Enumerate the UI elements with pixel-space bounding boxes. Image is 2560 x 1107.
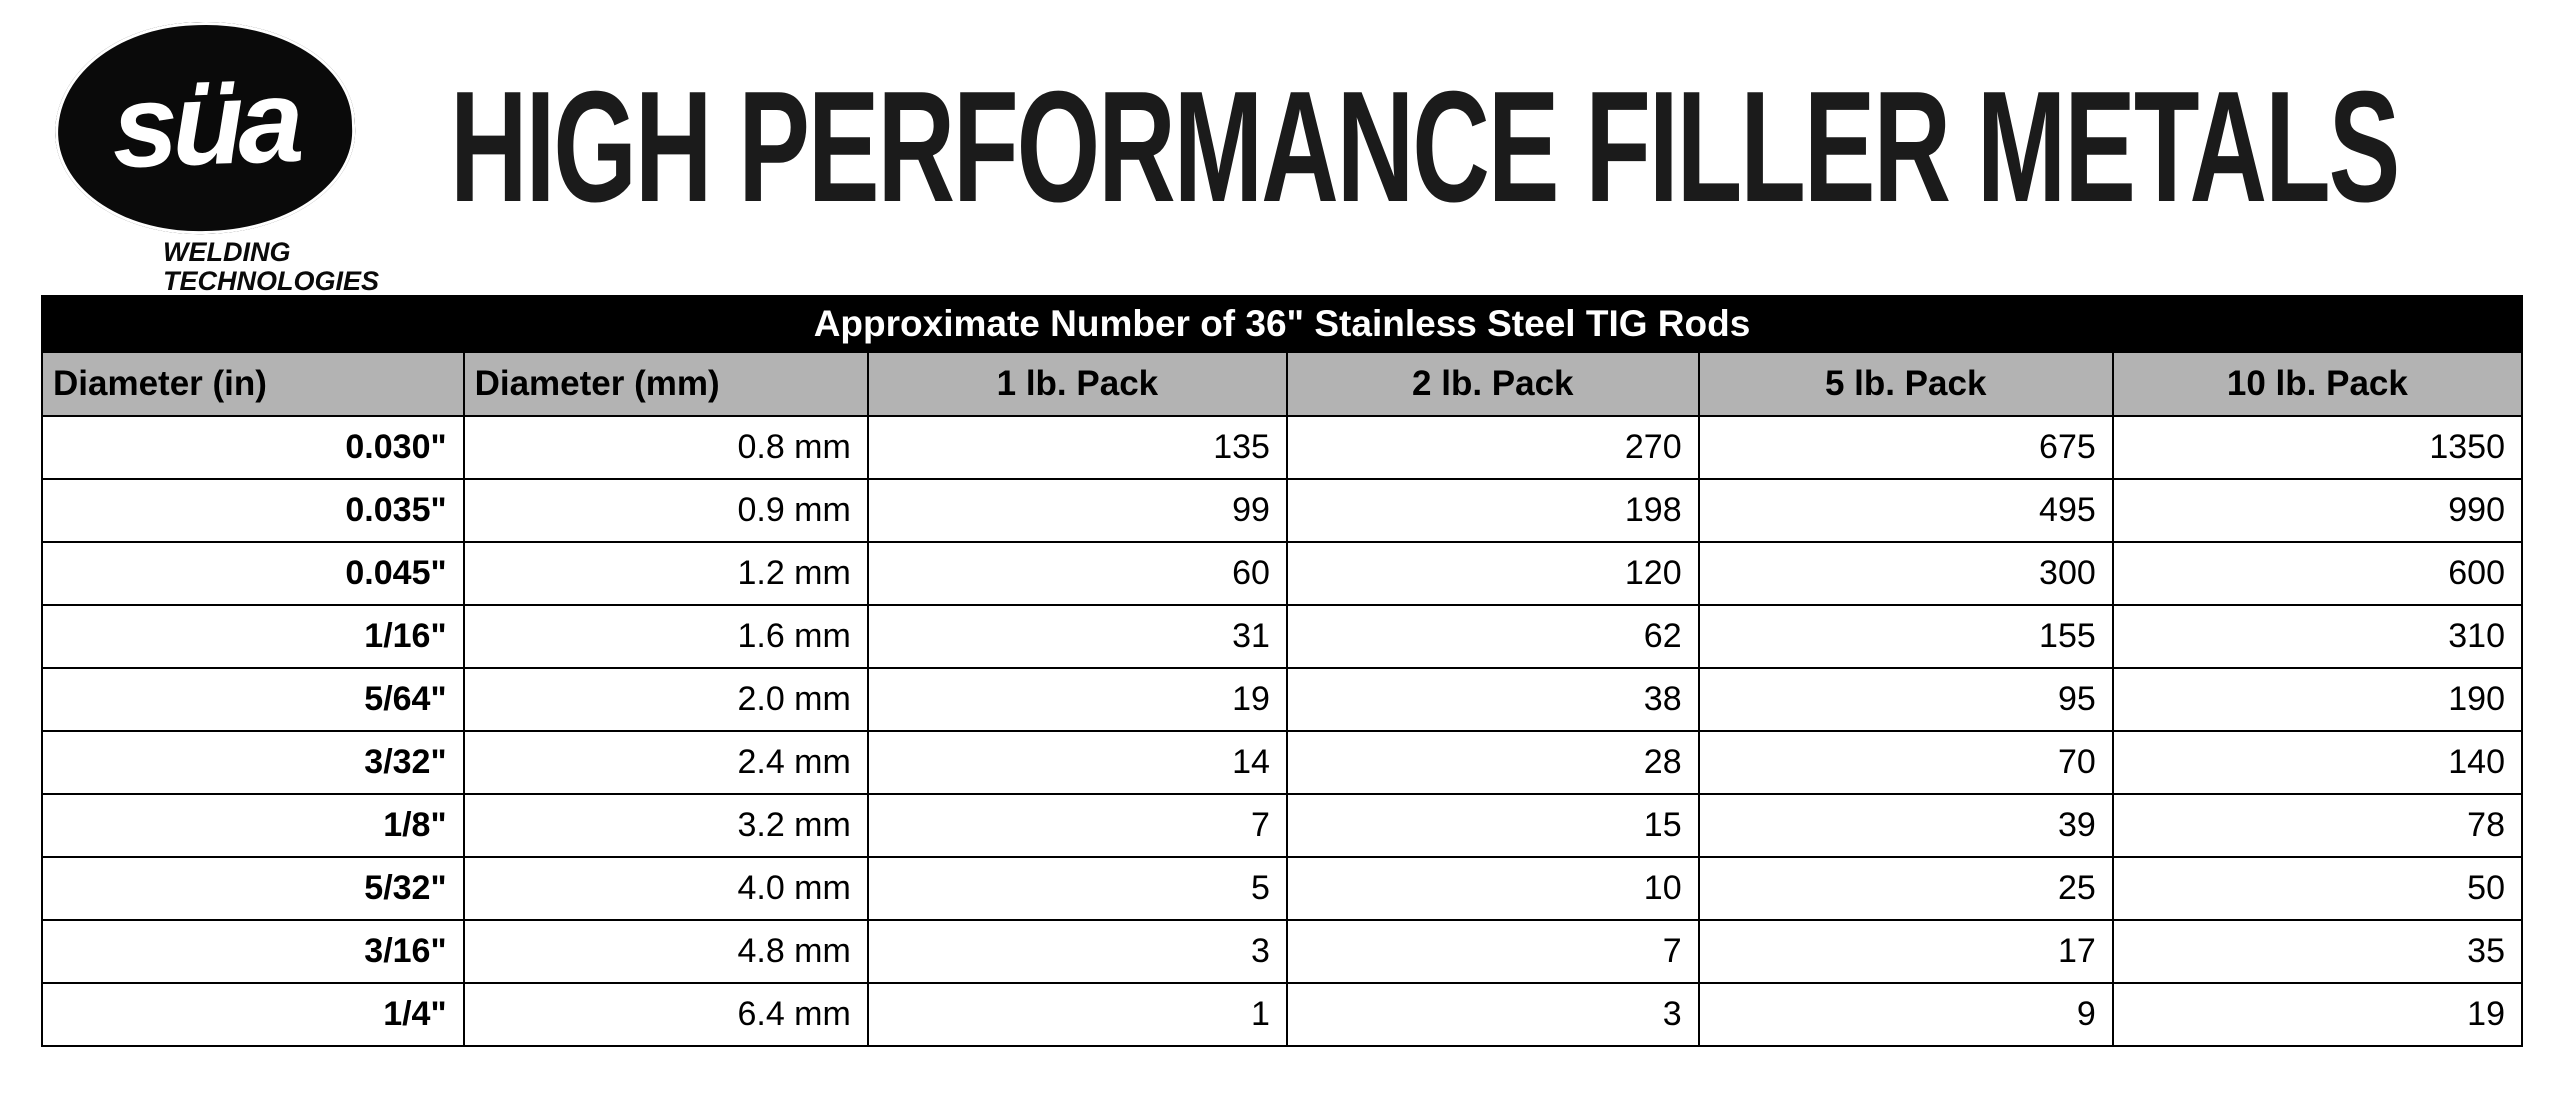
table-cell: 5/64" <box>41 667 465 732</box>
table-row: 3/16" 4.8 mm 3 7 17 35 <box>41 919 2524 984</box>
sua-logo-subtitle: WELDING TECHNOLOGIES <box>163 238 385 295</box>
table-row: 0.035" 0.9 mm 99 198 495 990 <box>41 478 2524 543</box>
table-cell: 2.4 mm <box>462 730 869 795</box>
column-header-2: Diameter (mm) <box>462 351 869 417</box>
column-header-5: 5 lb. Pack <box>1697 351 2114 417</box>
table-cell: 990 <box>2111 478 2524 543</box>
table-cell: 14 <box>866 730 1288 795</box>
table-cell: 5/32" <box>41 856 465 921</box>
table-body: 0.030" 0.8 mm 135 270 675 1350 0.035" 0.9 mm 99 1… <box>41 415 2524 1047</box>
table-cell: 1 <box>866 982 1288 1047</box>
table-cell: 2.0 mm <box>462 667 869 732</box>
table-cell: 25 <box>1697 856 2114 921</box>
table-cell: 155 <box>1697 604 2114 669</box>
table-cell: 7 <box>1285 919 1700 984</box>
table-cell: 1350 <box>2111 415 2524 480</box>
tig-rod-table: Approximate Number of 36" Stainless Stee… <box>41 295 2524 1047</box>
table-cell: 0.045" <box>41 541 465 606</box>
sua-logo: süa WELDING TECHNOLOGIES <box>51 16 385 295</box>
table-cell: 190 <box>2111 667 2524 732</box>
table-cell: 4.8 mm <box>462 919 869 984</box>
column-header-6: 10 lb. Pack <box>2111 351 2524 417</box>
table-cell: 3/16" <box>41 919 465 984</box>
table-cell: 0.8 mm <box>462 415 869 480</box>
table-cell: 19 <box>866 667 1288 732</box>
table-cell: 15 <box>1285 793 1700 858</box>
table-cell: 3/32" <box>41 730 465 795</box>
table-cell: 1.6 mm <box>462 604 869 669</box>
table-cell: 28 <box>1285 730 1700 795</box>
table-cell: 39 <box>1697 793 2114 858</box>
sua-logo-subtitle-line1: WELDING <box>163 237 291 268</box>
table-row: 0.045" 1.2 mm 60 120 300 600 <box>41 541 2524 606</box>
table-row: 1/8" 3.2 mm 7 15 39 78 <box>41 793 2524 858</box>
table-row: 1/4" 6.4 mm 1 3 9 19 <box>41 982 2524 1047</box>
table-cell: 62 <box>1285 604 1700 669</box>
table-cell: 95 <box>1697 667 2114 732</box>
table-cell: 270 <box>1285 415 1700 480</box>
table-cell: 31 <box>866 604 1288 669</box>
table-cell: 3.2 mm <box>462 793 869 858</box>
table-cell: 0.035" <box>41 478 465 543</box>
table-cell: 10 <box>1285 856 1700 921</box>
table-cell: 3 <box>866 919 1288 984</box>
table-cell: 6.4 mm <box>462 982 869 1047</box>
table-row: 3/32" 2.4 mm 14 28 70 140 <box>41 730 2524 795</box>
table-cell: 50 <box>2111 856 2524 921</box>
table-cell: 0.9 mm <box>462 478 869 543</box>
column-header-3: 1 lb. Pack <box>866 351 1288 417</box>
table-header-row: Diameter (in) Diameter (mm) 1 lb. Pack 2 lb… <box>41 351 2524 417</box>
table-cell: 4.0 mm <box>462 856 869 921</box>
table-cell: 78 <box>2111 793 2524 858</box>
table-cell: 5 <box>866 856 1288 921</box>
table-cell: 7 <box>866 793 1288 858</box>
table-caption-row: Approximate Number of 36" Stainless Stee… <box>41 295 2523 353</box>
table-cell: 0.030" <box>41 415 465 480</box>
table-cell: 60 <box>866 541 1288 606</box>
table-row: 0.030" 0.8 mm 135 270 675 1350 <box>41 415 2524 480</box>
table-row: 1/16" 1.6 mm 31 62 155 310 <box>41 604 2524 669</box>
table-cell: 600 <box>2111 541 2524 606</box>
table-cell: 120 <box>1285 541 1700 606</box>
table-cell: 1.2 mm <box>462 541 869 606</box>
table-caption: Approximate Number of 36" Stainless Stee… <box>41 295 2523 353</box>
table-cell: 38 <box>1285 667 1700 732</box>
table-cell: 3 <box>1285 982 1700 1047</box>
table-row: 5/64" 2.0 mm 19 38 95 190 <box>41 667 2524 732</box>
table-cell: 495 <box>1697 478 2114 543</box>
table-cell: 9 <box>1697 982 2114 1047</box>
table-cell: 70 <box>1697 730 2114 795</box>
table-cell: 35 <box>2111 919 2524 984</box>
column-header-4: 2 lb. Pack <box>1285 351 1700 417</box>
table-cell: 198 <box>1285 478 1700 543</box>
page-title: HIGH PERFORMANCE FILLER METALS <box>450 59 2400 235</box>
table-cell: 99 <box>866 478 1288 543</box>
table-cell: 19 <box>2111 982 2524 1047</box>
table-cell: 300 <box>1697 541 2114 606</box>
table-row: 5/32" 4.0 mm 5 10 25 50 <box>41 856 2524 921</box>
table-cell: 140 <box>2111 730 2524 795</box>
table-cell: 1/16" <box>41 604 465 669</box>
table-cell: 1/8" <box>41 793 465 858</box>
masthead: süa WELDING TECHNOLOGIES HIGH PERFORMANC… <box>0 0 2560 295</box>
table-cell: 17 <box>1697 919 2114 984</box>
column-header-1: Diameter (in) <box>41 351 465 417</box>
sua-logo-text: süa <box>109 54 300 194</box>
table-cell: 310 <box>2111 604 2524 669</box>
table-cell: 135 <box>866 415 1288 480</box>
table-cell: 1/4" <box>41 982 465 1047</box>
sua-logo-mark: süa <box>51 16 359 240</box>
sua-logo-subtitle-line2: TECHNOLOGIES <box>163 265 380 296</box>
table-cell: 675 <box>1697 415 2114 480</box>
